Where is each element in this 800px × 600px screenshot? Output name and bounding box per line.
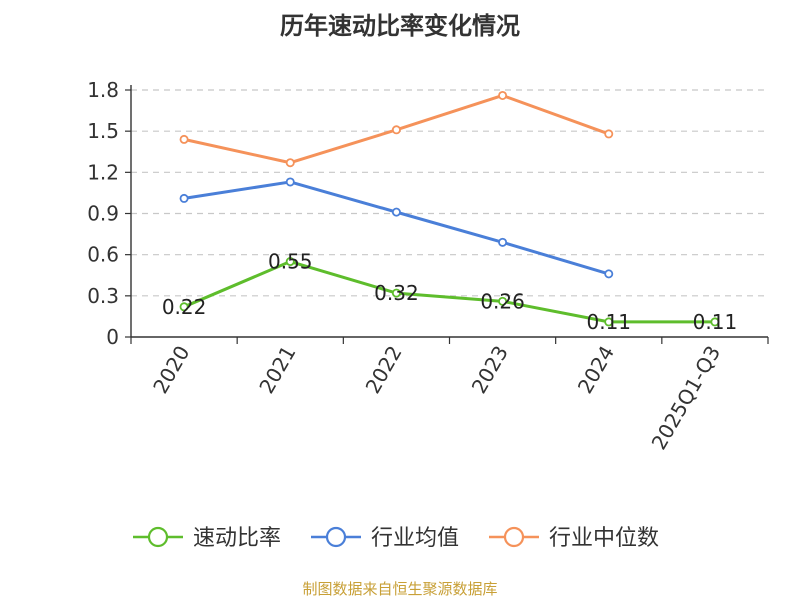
y-tick-label: 1.5 bbox=[87, 119, 119, 143]
data-point[interactable] bbox=[498, 296, 508, 306]
legend[interactable]: 速动比率 行业均值 行业中位数 bbox=[133, 526, 659, 551]
data-point[interactable] bbox=[285, 177, 295, 187]
series-group bbox=[179, 90, 720, 327]
legend-marker-0 bbox=[147, 526, 169, 548]
data-point[interactable] bbox=[498, 90, 508, 100]
x-tick-label: 2023 bbox=[467, 342, 513, 398]
data-point[interactable] bbox=[391, 288, 401, 298]
y-tick-label: 0.3 bbox=[87, 284, 119, 308]
data-point[interactable] bbox=[498, 237, 508, 247]
data-point[interactable] bbox=[179, 193, 189, 203]
data-point[interactable] bbox=[391, 125, 401, 135]
data-labels: 0.22 0.55 0.32 0.26 0.11 0.11 bbox=[162, 250, 737, 334]
data-point[interactable] bbox=[604, 317, 614, 327]
x-tick-label: 2020 bbox=[148, 342, 194, 398]
data-point[interactable] bbox=[179, 302, 189, 312]
y-tick-label: 0.6 bbox=[87, 243, 119, 267]
data-point[interactable] bbox=[391, 207, 401, 217]
legend-marker-1 bbox=[325, 526, 347, 548]
data-point[interactable] bbox=[604, 129, 614, 139]
data-point[interactable] bbox=[285, 158, 295, 168]
data-label: 0.11 bbox=[586, 310, 631, 334]
series-line-1 bbox=[183, 180, 610, 276]
data-label: 0.32 bbox=[374, 281, 419, 305]
data-point[interactable] bbox=[285, 257, 295, 267]
data-point[interactable] bbox=[710, 317, 720, 327]
legend-label-2: 行业中位数 bbox=[549, 526, 659, 551]
y-tick-label: 1.2 bbox=[87, 160, 119, 184]
data-point[interactable] bbox=[179, 134, 189, 144]
x-tick-label: 2024 bbox=[573, 342, 619, 398]
legend-item-2[interactable]: 行业中位数 bbox=[489, 526, 659, 551]
x-tick-label: 2022 bbox=[361, 342, 407, 398]
x-tick-label: 2021 bbox=[254, 342, 300, 398]
chart-title: 历年速动比率变化情况 bbox=[280, 12, 520, 40]
x-tick-label: 2025Q1-Q3 bbox=[647, 342, 726, 454]
legend-item-1[interactable]: 行业均值 bbox=[311, 526, 459, 551]
legend-label-1: 行业均值 bbox=[371, 526, 459, 551]
data-label: 0.22 bbox=[162, 295, 207, 319]
data-label: 0.55 bbox=[268, 250, 313, 274]
source-note: 制图数据来自恒生聚源数据库 bbox=[302, 580, 498, 598]
y-tick-label: 1.8 bbox=[87, 78, 119, 102]
data-label: 0.11 bbox=[693, 310, 738, 334]
y-tick-label: 0 bbox=[106, 325, 119, 349]
data-label: 0.26 bbox=[480, 289, 525, 313]
legend-label-0: 速动比率 bbox=[193, 526, 281, 551]
legend-item-0[interactable]: 速动比率 bbox=[133, 526, 281, 551]
series-line-0 bbox=[183, 260, 715, 324]
axes: 0 0.3 0.6 0.9 1.2 1.5 1.8 2020 2021 2022 2023 2024 2… bbox=[87, 78, 769, 454]
legend-marker-2 bbox=[503, 526, 525, 548]
y-tick-label: 0.9 bbox=[87, 202, 119, 226]
data-point[interactable] bbox=[604, 269, 614, 279]
grid-lines bbox=[131, 89, 768, 297]
